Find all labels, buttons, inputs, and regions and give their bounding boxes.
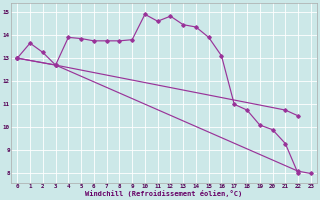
X-axis label: Windchill (Refroidissement éolien,°C): Windchill (Refroidissement éolien,°C) [85, 190, 243, 197]
